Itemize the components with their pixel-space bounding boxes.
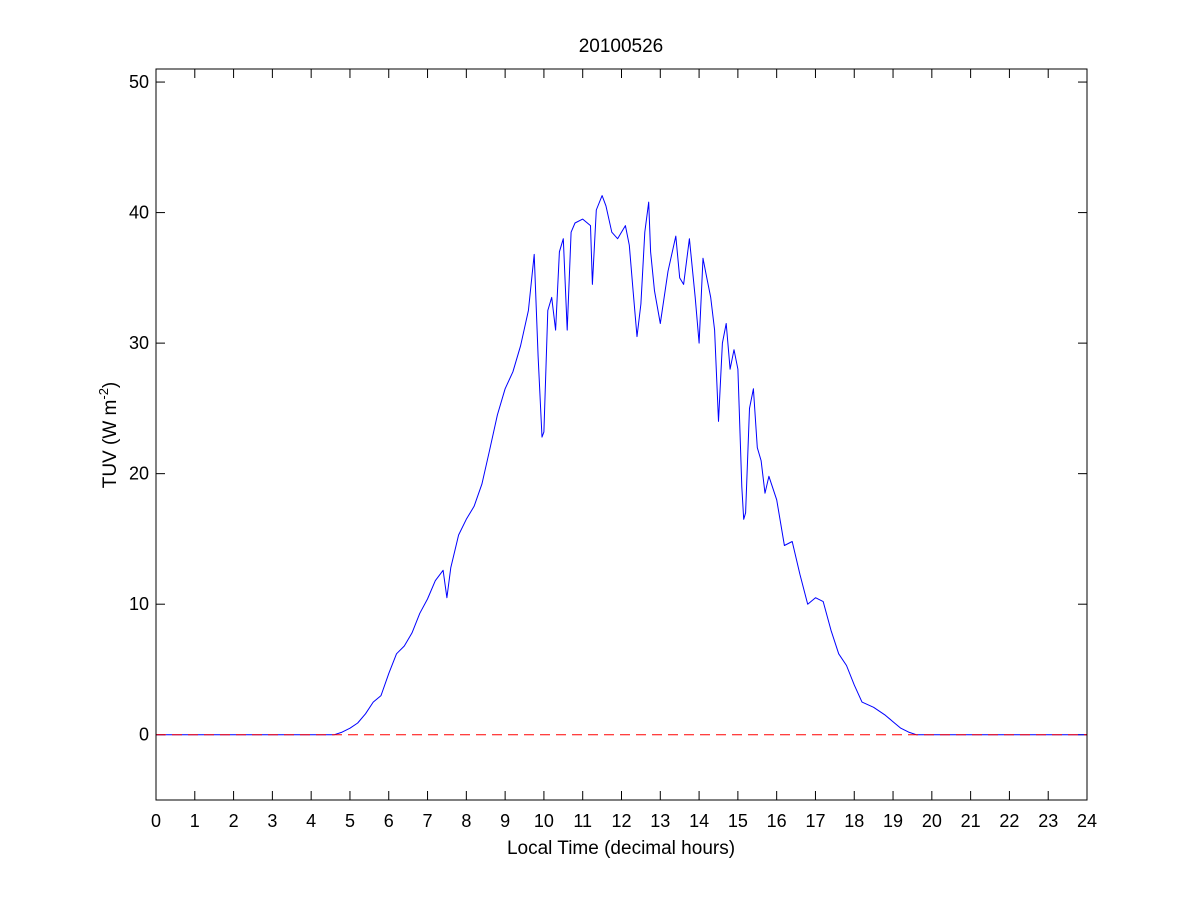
x-tick-label: 21 xyxy=(961,811,981,831)
x-tick-label: 12 xyxy=(611,811,631,831)
chart-title: 20100526 xyxy=(579,36,664,57)
y-axis-label: TUV (W m-2) xyxy=(96,382,121,489)
x-tick-label: 23 xyxy=(1038,811,1058,831)
y-tick-label: 50 xyxy=(129,72,149,92)
x-tick-label: 1 xyxy=(190,811,200,831)
x-tick-label: 9 xyxy=(500,811,510,831)
x-tick-label: 8 xyxy=(461,811,471,831)
x-tick-label: 22 xyxy=(999,811,1019,831)
x-tick-label: 10 xyxy=(534,811,554,831)
x-tick-label: 0 xyxy=(151,811,161,831)
y-tick-label: 0 xyxy=(139,725,149,745)
x-tick-label: 16 xyxy=(767,811,787,831)
y-tick-label: 10 xyxy=(129,594,149,614)
y-axis-label-superscript: -2 xyxy=(96,388,111,400)
y-axis-label-close: ) xyxy=(100,382,121,388)
x-tick-label: 6 xyxy=(384,811,394,831)
x-tick-label: 3 xyxy=(267,811,277,831)
y-tick-label: 30 xyxy=(129,333,149,353)
x-axis-label: Local Time (decimal hours) xyxy=(507,838,735,859)
x-tick-label: 5 xyxy=(345,811,355,831)
x-tick-label: 7 xyxy=(423,811,433,831)
x-tick-label: 19 xyxy=(883,811,903,831)
y-axis-label-main: TUV (W m xyxy=(100,400,121,489)
x-tick-label: 18 xyxy=(844,811,864,831)
y-tick-label: 20 xyxy=(129,464,149,484)
y-tick-label: 40 xyxy=(129,203,149,223)
x-tick-label: 2 xyxy=(229,811,239,831)
x-tick-label: 14 xyxy=(689,811,709,831)
x-tick-label: 17 xyxy=(805,811,825,831)
x-tick-label: 20 xyxy=(922,811,942,831)
x-tick-label: 24 xyxy=(1077,811,1097,831)
axis-ticks: 0 1 2 3 4 5 6 7 8 9 10 11 12 13 14 15 16 17 18 19 20 21 22 23 24… xyxy=(129,69,1097,831)
plot-area-frame xyxy=(155,68,1088,801)
x-tick-label: 13 xyxy=(650,811,670,831)
tuv-series-line xyxy=(156,195,1087,736)
x-tick-label: 4 xyxy=(306,811,316,831)
x-tick-label: 11 xyxy=(573,811,592,831)
series-group xyxy=(156,195,1087,736)
x-tick-label: 15 xyxy=(728,811,748,831)
